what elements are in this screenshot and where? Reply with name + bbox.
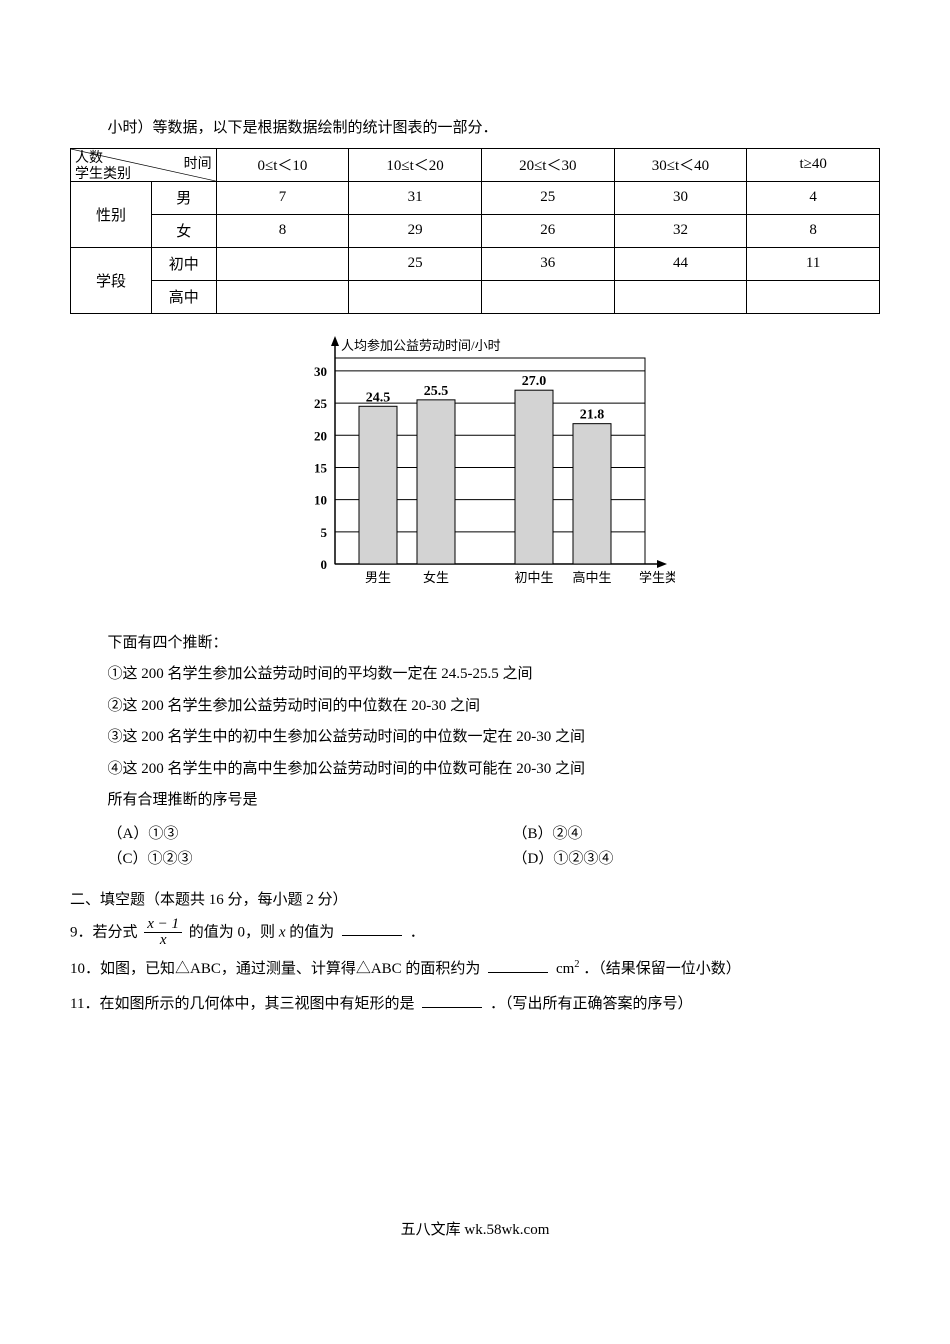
svg-text:男生: 男生 bbox=[365, 570, 391, 585]
cell bbox=[216, 247, 349, 280]
context-line: 小时）等数据，以下是根据数据绘制的统计图表的一部分． bbox=[70, 116, 880, 142]
svg-text:5: 5 bbox=[321, 524, 328, 539]
svg-text:30: 30 bbox=[314, 363, 327, 378]
inference-3: ③这 200 名学生中的初中生参加公益劳动时间的中位数一定在 20-30 之间 bbox=[70, 725, 880, 751]
question-11: 11．在如图所示的几何体中，其三视图中有矩形的是 ．（写出所有正确答案的序号） bbox=[70, 990, 880, 1019]
inference-1: ①这 200 名学生参加公益劳动时间的平均数一定在 24.5-25.5 之间 bbox=[70, 662, 880, 688]
svg-text:女生: 女生 bbox=[423, 570, 449, 585]
svg-text:0: 0 bbox=[321, 557, 328, 572]
row-group-stage: 学段 bbox=[71, 247, 152, 313]
table-row: 学段 初中 25 36 44 11 bbox=[71, 247, 880, 280]
q10-pre: 10．如图，已知△ABC，通过测量、计算得△ABC 的面积约为 bbox=[70, 961, 480, 977]
page-footer: 五八文库 wk.58wk.com bbox=[70, 1218, 880, 1239]
svg-text:21.8: 21.8 bbox=[580, 407, 605, 422]
table-row: 女 8 29 26 32 8 bbox=[71, 214, 880, 247]
row-label-middle: 初中 bbox=[151, 247, 216, 280]
table-row: 性别 男 7 31 25 30 4 bbox=[71, 181, 880, 214]
svg-text:学生类别: 学生类别 bbox=[639, 570, 675, 585]
svg-text:20: 20 bbox=[314, 428, 327, 443]
svg-text:人均参加公益劳动时间/小时: 人均参加公益劳动时间/小时 bbox=[341, 338, 501, 353]
col-header-1: 10≤t＜20 bbox=[349, 148, 482, 181]
option-d: （D）①②③④ bbox=[475, 845, 880, 870]
q11-post: ．（写出所有正确答案的序号） bbox=[490, 996, 693, 1012]
q9-frac-num: x − 1 bbox=[144, 917, 182, 934]
table-row: 高中 bbox=[71, 280, 880, 313]
cell: 25 bbox=[349, 247, 482, 280]
svg-text:10: 10 bbox=[314, 492, 327, 507]
q9-post: 的值为 bbox=[289, 924, 334, 940]
options-grid: （A）①③ （B）②④ （C）①②③ （D）①②③④ bbox=[70, 820, 880, 870]
cell: 36 bbox=[481, 247, 614, 280]
q9-fraction: x − 1 x bbox=[144, 917, 182, 950]
col-header-2: 20≤t＜30 bbox=[481, 148, 614, 181]
q9-pre: 9．若分式 bbox=[70, 924, 138, 940]
data-table: 人数 学生类别 时间 0≤t＜10 10≤t＜20 20≤t＜30 30≤t＜4… bbox=[70, 148, 880, 314]
question-10: 10．如图，已知△ABC，通过测量、计算得△ABC 的面积约为 cm2 ．（结果… bbox=[70, 955, 880, 984]
q9-blank bbox=[342, 920, 402, 936]
svg-text:24.5: 24.5 bbox=[366, 390, 391, 405]
svg-text:高中生: 高中生 bbox=[572, 570, 611, 585]
cell: 8 bbox=[747, 214, 880, 247]
diag-right: 时间 bbox=[184, 153, 212, 173]
q9-frac-den: x bbox=[144, 933, 182, 949]
q10-blank bbox=[488, 957, 548, 973]
col-header-4: t≥40 bbox=[747, 148, 880, 181]
table-header-diagonal: 人数 学生类别 时间 bbox=[71, 148, 217, 181]
cell bbox=[481, 280, 614, 313]
option-b: （B）②④ bbox=[475, 820, 880, 845]
q10-post: ．（结果保留一位小数） bbox=[583, 961, 741, 977]
cell: 32 bbox=[614, 214, 747, 247]
cell: 31 bbox=[349, 181, 482, 214]
svg-text:15: 15 bbox=[314, 460, 328, 475]
diag-left-top: 人数 bbox=[75, 151, 103, 166]
option-c: （C）①②③ bbox=[70, 845, 475, 870]
svg-text:25: 25 bbox=[314, 396, 328, 411]
row-group-sex: 性别 bbox=[71, 181, 152, 247]
bar-chart-wrap: 0 5 10 15 20 25 30 人均参加公益劳动时间/小时学生类别 24.5 男生 25.5 女… bbox=[275, 326, 675, 611]
cell: 44 bbox=[614, 247, 747, 280]
bar-chart: 0 5 10 15 20 25 30 人均参加公益劳动时间/小时学生类别 24.5 男生 25.5 女… bbox=[275, 326, 675, 606]
q9-mid: 的值为 0，则 bbox=[189, 924, 275, 940]
col-header-3: 30≤t＜40 bbox=[614, 148, 747, 181]
question-9: 9．若分式 x − 1 x 的值为 0，则 x 的值为 ． bbox=[70, 917, 880, 950]
cell: 11 bbox=[747, 247, 880, 280]
cell: 25 bbox=[481, 181, 614, 214]
cell bbox=[614, 280, 747, 313]
section-2-title: 二、填空题（本题共 16 分，每小题 2 分） bbox=[70, 888, 880, 909]
cell: 30 bbox=[614, 181, 747, 214]
row-label-high: 高中 bbox=[151, 280, 216, 313]
data-table-wrap: 人数 学生类别 时间 0≤t＜10 10≤t＜20 20≤t＜30 30≤t＜4… bbox=[70, 148, 880, 314]
q10-unit: cm bbox=[556, 961, 574, 977]
cell: 7 bbox=[216, 181, 349, 214]
cell: 4 bbox=[747, 181, 880, 214]
cell: 8 bbox=[216, 214, 349, 247]
q11-pre: 11．在如图所示的几何体中，其三视图中有矩形的是 bbox=[70, 996, 414, 1012]
row-label-male: 男 bbox=[151, 181, 216, 214]
q11-blank bbox=[422, 992, 482, 1008]
svg-text:初中生: 初中生 bbox=[514, 570, 553, 585]
col-header-0: 0≤t＜10 bbox=[216, 148, 349, 181]
q10-sup: 2 bbox=[574, 959, 579, 970]
inferences-tail: 所有合理推断的序号是 bbox=[70, 788, 880, 814]
cell bbox=[349, 280, 482, 313]
svg-text:27.0: 27.0 bbox=[522, 374, 547, 389]
inference-4: ④这 200 名学生中的高中生参加公益劳动时间的中位数可能在 20-30 之间 bbox=[70, 757, 880, 783]
cell bbox=[747, 280, 880, 313]
inferences-intro: 下面有四个推断： bbox=[70, 631, 880, 657]
row-label-female: 女 bbox=[151, 214, 216, 247]
cell: 26 bbox=[481, 214, 614, 247]
cell: 29 bbox=[349, 214, 482, 247]
option-a: （A）①③ bbox=[70, 820, 475, 845]
q9-var: x bbox=[279, 924, 286, 940]
diag-left-bottom: 学生类别 bbox=[75, 167, 131, 182]
svg-text:25.5: 25.5 bbox=[424, 383, 449, 398]
q9-end: ． bbox=[410, 924, 425, 940]
cell bbox=[216, 280, 349, 313]
inference-2: ②这 200 名学生参加公益劳动时间的中位数在 20-30 之间 bbox=[70, 694, 880, 720]
